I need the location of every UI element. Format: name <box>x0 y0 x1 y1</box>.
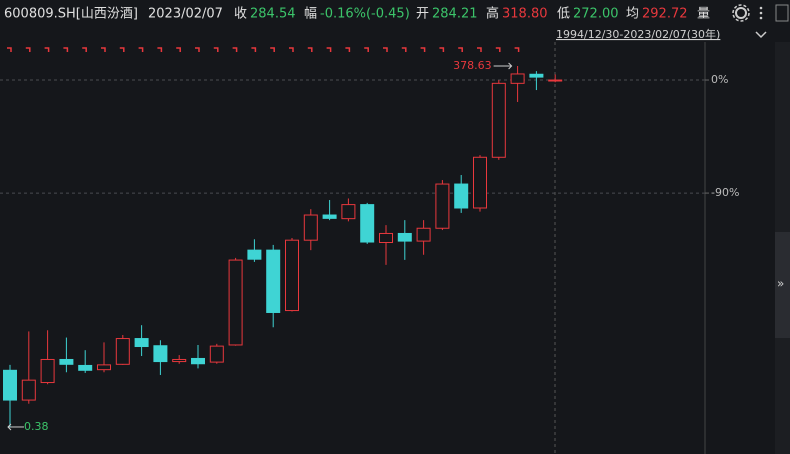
candle-body <box>322 214 337 219</box>
event-marker <box>383 47 388 52</box>
candle-body <box>3 369 17 401</box>
candle-body <box>247 249 262 260</box>
candle-body <box>134 338 149 348</box>
event-marker <box>195 47 200 52</box>
event-marker <box>495 47 501 52</box>
candle-body <box>454 183 469 209</box>
candle-body <box>40 358 55 384</box>
candle-body <box>397 232 412 242</box>
date-range[interactable]: 1994/12/30-2023/02/07(30年) <box>556 27 720 41</box>
open-label: 开 <box>416 7 429 22</box>
event-marker <box>326 47 332 52</box>
candle-body <box>341 204 356 220</box>
event-marker <box>232 47 238 52</box>
event-marker <box>25 47 31 52</box>
y-tick-label: 0% <box>711 73 728 86</box>
candle-body <box>360 204 375 243</box>
event-marker <box>458 47 463 52</box>
date: 2023/02/07 <box>148 7 223 22</box>
event-marker <box>251 47 257 52</box>
low-label: 低 <box>557 7 570 22</box>
event-marker <box>307 47 313 52</box>
event-marker <box>101 47 106 52</box>
candle-body <box>529 73 544 78</box>
high-value: 318.80 <box>502 7 548 22</box>
event-marker <box>119 47 125 52</box>
event-marker <box>345 47 351 52</box>
candle-body <box>416 227 431 242</box>
candle-body <box>191 357 205 365</box>
header-bar <box>0 0 790 28</box>
close-label: 收 <box>234 7 247 22</box>
min-label: 0.38 <box>24 420 49 433</box>
event-marker <box>44 47 50 52</box>
event-marker <box>63 47 69 52</box>
event-marker <box>82 47 87 52</box>
avg-label: 均 <box>626 7 639 22</box>
candle-body <box>285 239 299 312</box>
candle-body <box>379 232 393 243</box>
avg-value: 292.72 <box>642 7 688 22</box>
settings-icon[interactable] <box>732 4 750 22</box>
symbol: 600809.SH[山西汾酒] <box>4 7 138 22</box>
candle-body <box>548 79 563 82</box>
candle-body <box>21 379 36 401</box>
event-marker <box>289 47 294 52</box>
candle-body <box>303 214 318 241</box>
range-dropdown[interactable] <box>755 31 767 39</box>
candle-body <box>228 259 243 346</box>
candle-body <box>209 345 224 363</box>
event-marker <box>157 47 163 52</box>
expand-icon[interactable]: » <box>777 277 784 291</box>
candle-body <box>266 249 281 313</box>
change-value: -0.16%(-0.45) <box>320 7 410 22</box>
menu-icon[interactable] <box>759 6 763 20</box>
event-marker <box>213 47 219 52</box>
change-label: 幅 <box>304 7 317 22</box>
panel-toggle[interactable] <box>775 4 789 22</box>
event-marker <box>439 47 445 52</box>
candle-body <box>97 364 111 371</box>
candle-body <box>435 183 450 229</box>
low-value: 272.00 <box>573 7 619 22</box>
candle-body <box>491 82 506 158</box>
event-marker <box>420 47 426 52</box>
event-marker <box>364 47 369 52</box>
candle-body <box>510 73 525 84</box>
candle-body <box>172 358 187 363</box>
event-marker <box>477 47 482 52</box>
candle-body <box>153 345 168 363</box>
event-marker <box>138 47 144 52</box>
event-marker <box>514 47 520 52</box>
min-arrow-head <box>7 423 12 431</box>
event-marker <box>401 47 407 52</box>
candle-body <box>59 358 74 365</box>
vol-label: 量 <box>697 7 710 22</box>
close-value: 284.54 <box>250 7 296 22</box>
candle-body <box>78 364 93 371</box>
max-label: 378.63 <box>453 59 492 72</box>
event-marker <box>7 47 12 52</box>
side-tab[interactable] <box>775 232 790 338</box>
open-value: 284.21 <box>432 7 478 22</box>
event-marker <box>176 47 181 52</box>
high-label: 高 <box>486 6 499 22</box>
candle-body <box>115 338 130 365</box>
max-arrow-head <box>508 62 513 70</box>
event-marker <box>270 47 275 52</box>
candle-body <box>473 156 487 209</box>
y-tick-label: -90% <box>711 186 739 199</box>
